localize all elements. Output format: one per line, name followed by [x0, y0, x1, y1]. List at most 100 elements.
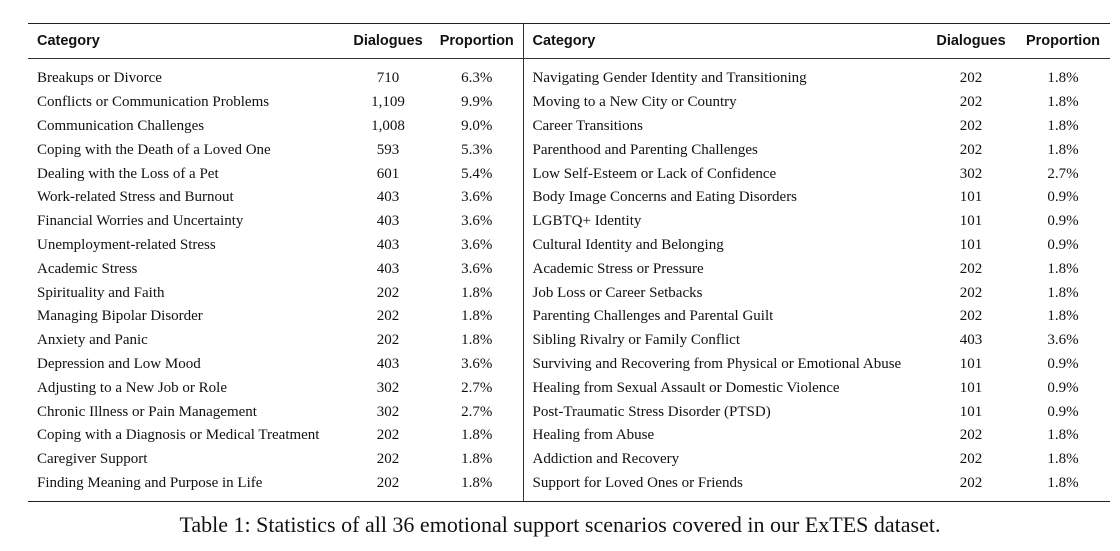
proportion-cell-right: 0.9% [1047, 189, 1079, 206]
table-row: Unemployment-related Stress 403 3.6% Cultur… [28, 233, 1110, 258]
category-cell-right: Low Self-Esteem or Lack of Confidence [522, 162, 926, 186]
proportion-cell-left: 1.8% [461, 451, 493, 468]
proportion-cell-right: 1.8% [1047, 70, 1079, 87]
proportion-cell-left: 5.4% [461, 165, 493, 182]
proportion-cell-left: 2.7% [461, 403, 493, 420]
category-cell-right: Academic Stress or Pressure [522, 257, 926, 282]
proportion-cell-left: 2.7% [461, 379, 493, 396]
dialogues-cell-right: 101 [959, 213, 983, 230]
category-cell-left: Dealing with the Loss of a Pet [37, 165, 219, 182]
table-row: Coping with a Diagnosis or Medical Treat… [28, 423, 1110, 448]
category-cell-left: Communication Challenges [37, 117, 205, 134]
dialogues-cell-left: 403 [376, 189, 400, 206]
dialogues-cell-left: 302 [376, 403, 400, 420]
dialogues-cell-right: 202 [959, 141, 983, 158]
header-proportion-left: Proportion [431, 23, 523, 59]
table-row: Depression and Low Mood 403 3.6% Surviving … [28, 352, 1110, 377]
header-category-left: Category [28, 23, 345, 59]
dialogues-cell-right: 202 [959, 70, 983, 87]
table-row: Chronic Illness or Pain Management 302 2.7… [28, 400, 1110, 424]
header-dialogues-left: Dialogues [345, 23, 431, 59]
proportion-cell-right: 2.7% [1047, 165, 1079, 182]
category-cell-left: Anxiety and Panic [37, 332, 148, 349]
dialogues-cell-right: 101 [959, 403, 983, 420]
dialogues-cell-left: 202 [376, 451, 400, 468]
dialogues-cell-left: 403 [376, 355, 400, 372]
dialogues-cell-left: 1,008 [371, 117, 405, 134]
dialogues-cell-right: 202 [959, 308, 983, 325]
category-cell-right: Post-Traumatic Stress Disorder (PTSD) [522, 400, 926, 424]
proportion-cell-left: 1.8% [461, 308, 493, 325]
category-cell-right: Moving to a New City or Country [522, 90, 926, 115]
table-row: Anxiety and Panic 202 1.8% Sibling Rivalry … [28, 328, 1110, 353]
dialogues-cell-left: 302 [376, 379, 400, 396]
proportion-cell-left: 1.8% [461, 284, 493, 301]
dialogues-cell-left: 202 [376, 332, 400, 349]
proportion-cell-right: 1.8% [1047, 260, 1079, 277]
header-dialogues-right: Dialogues [926, 23, 1016, 59]
table-row: Finding Meaning and Purpose in Life 202 1.… [28, 471, 1110, 502]
proportion-cell-right: 0.9% [1047, 236, 1079, 253]
dialogues-cell-left: 601 [376, 165, 400, 182]
dialogues-cell-right: 202 [959, 117, 983, 134]
header-proportion-right: Proportion [1016, 23, 1110, 59]
proportion-cell-left: 1.8% [461, 332, 493, 349]
proportion-cell-right: 1.8% [1047, 308, 1079, 325]
category-cell-right: Cultural Identity and Belonging [522, 233, 926, 258]
dialogues-cell-right: 202 [959, 260, 983, 277]
category-cell-left: Spirituality and Faith [37, 284, 165, 301]
proportion-cell-right: 1.8% [1047, 427, 1079, 444]
proportion-cell-right: 0.9% [1047, 379, 1079, 396]
table-body: Breakups or Divorce 710 6.3% Navigating Gen… [28, 58, 1110, 502]
dialogues-cell-right: 101 [959, 379, 983, 396]
statistics-table: Category Dialogues Proportion Category D… [28, 23, 1110, 503]
dialogues-cell-right: 202 [959, 284, 983, 301]
category-cell-left: Financial Worries and Uncertainty [37, 213, 244, 230]
table-row: Coping with the Death of a Loved One 593 5… [28, 138, 1110, 163]
category-cell-right: Parenthood and Parenting Challenges [522, 138, 926, 163]
proportion-cell-right: 1.8% [1047, 117, 1079, 134]
proportion-cell-left: 1.8% [461, 474, 493, 491]
dialogues-cell-left: 710 [376, 70, 400, 87]
category-cell-left: Breakups or Divorce [37, 70, 162, 87]
category-cell-left: Chronic Illness or Pain Management [37, 403, 257, 420]
proportion-cell-right: 1.8% [1047, 284, 1079, 301]
dialogues-cell-left: 202 [376, 284, 400, 301]
table-row: Conflicts or Communication Problems 1,109… [28, 90, 1110, 115]
proportion-cell-left: 9.0% [461, 117, 493, 134]
proportion-cell-left: 3.6% [461, 213, 493, 230]
table-row: Work-related Stress and Burnout 403 3.6% Bo… [28, 185, 1110, 210]
dialogues-cell-right: 101 [959, 236, 983, 253]
category-cell-right: Healing from Abuse [522, 423, 926, 448]
category-cell-right: Parenting Challenges and Parental Guilt [522, 304, 926, 329]
proportion-cell-left: 5.3% [461, 141, 493, 158]
statistics-table-container: Category Dialogues Proportion Category D… [28, 23, 1110, 503]
dialogues-cell-right: 202 [959, 451, 983, 468]
proportion-cell-right: 0.9% [1047, 403, 1079, 420]
proportion-cell-left: 3.6% [461, 189, 493, 206]
category-cell-right: Job Loss or Career Setbacks [522, 281, 926, 305]
proportion-cell-right: 1.8% [1047, 451, 1079, 468]
category-cell-left: Coping with a Diagnosis or Medical Treat… [37, 427, 320, 444]
category-cell-left: Academic Stress [37, 260, 138, 277]
table-header-row: Category Dialogues Proportion Category D… [28, 23, 1110, 59]
table-row: Spirituality and Faith 202 1.8% Job Loss or… [28, 281, 1110, 305]
category-cell-left: Work-related Stress and Burnout [37, 189, 234, 206]
category-cell-left: Caregiver Support [37, 451, 148, 468]
header-category-right: Category [522, 23, 926, 59]
proportion-cell-right: 0.9% [1047, 355, 1079, 372]
category-cell-right: Body Image Concerns and Eating Disorders [522, 185, 926, 210]
category-cell-right: LGBTQ+ Identity [522, 209, 926, 234]
table-row: Breakups or Divorce 710 6.3% Navigating Gen… [28, 58, 1110, 91]
dialogues-cell-left: 1,109 [371, 94, 405, 111]
category-cell-right: Surviving and Recovering from Physical o… [522, 352, 926, 377]
category-cell-left: Finding Meaning and Purpose in Life [37, 474, 263, 491]
dialogues-cell-left: 403 [376, 213, 400, 230]
dialogues-cell-right: 202 [959, 427, 983, 444]
proportion-cell-right: 0.9% [1047, 213, 1079, 230]
dialogues-cell-right: 202 [959, 94, 983, 111]
table-row: Caregiver Support 202 1.8% Addiction and Re… [28, 447, 1110, 472]
proportion-cell-right: 1.8% [1047, 94, 1079, 111]
table-row: Communication Challenges 1,008 9.0% Career … [28, 114, 1110, 139]
category-cell-left: Conflicts or Communication Problems [37, 94, 270, 111]
